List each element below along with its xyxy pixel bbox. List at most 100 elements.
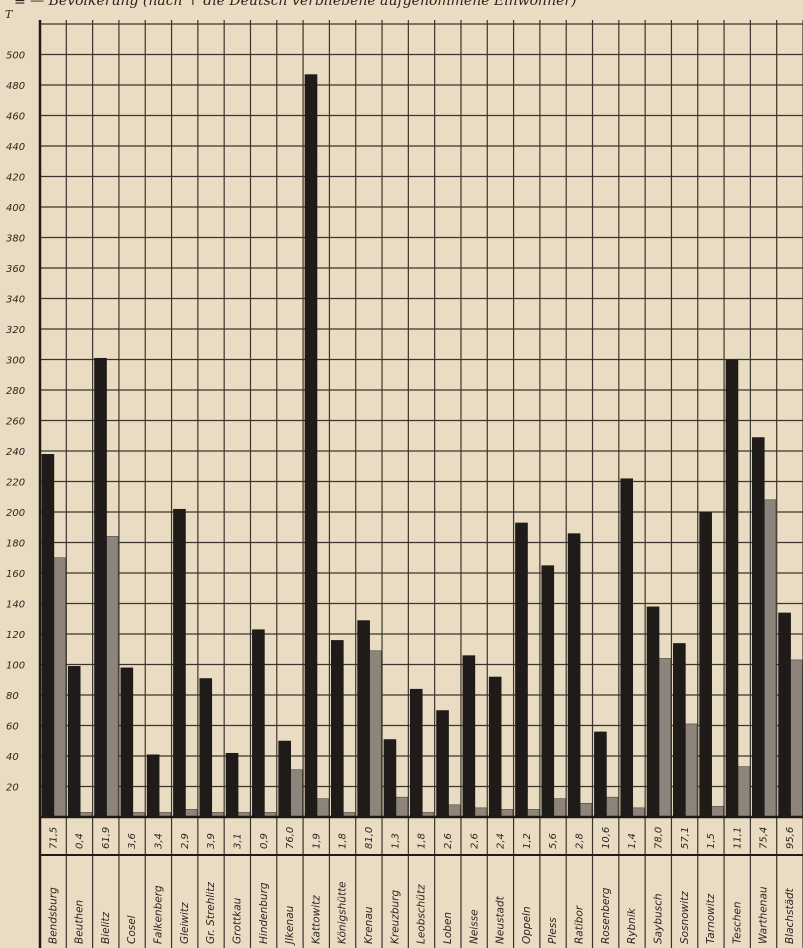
category-label: Tarnowitz	[705, 893, 717, 944]
axes	[38, 20, 803, 948]
y-axis-tick-labels: 500 480 460 440 420 400 380 360 340 320 300 280 260 2…	[6, 50, 25, 793]
bar-primary	[304, 74, 318, 817]
y-axis-unit-label: T	[5, 8, 13, 21]
y-tick-label: 300	[6, 355, 25, 366]
bar-primary	[146, 754, 160, 817]
bar-primary	[278, 740, 292, 817]
y-tick-label: 20	[6, 782, 19, 793]
percent-label: 95,6	[785, 827, 796, 849]
category-label: Neustadt	[495, 895, 507, 944]
bar-primary	[330, 640, 344, 817]
category-label: Jlkenau	[284, 905, 296, 946]
y-tick-label: 100	[6, 660, 25, 671]
category-label: Kreuzburg	[389, 890, 401, 944]
category-label: Bielitz	[100, 911, 112, 944]
percent-label: 2,9	[180, 833, 191, 849]
percent-label: 10,6	[601, 827, 612, 849]
percent-label: 1,5	[706, 833, 717, 849]
bar-primary	[120, 667, 134, 817]
y-tick-label: 420	[6, 172, 25, 183]
category-label: Grottkau	[231, 897, 243, 944]
category-label: Teschen	[731, 901, 743, 944]
y-tick-label: 40	[6, 752, 19, 763]
percent-label: 0,4	[75, 833, 86, 849]
y-tick-label: 260	[6, 416, 25, 427]
bar-primary	[646, 606, 660, 817]
percent-label: 1,3	[390, 833, 401, 849]
y-tick-label: 340	[6, 294, 25, 305]
bar-primary	[225, 752, 239, 817]
bar-primary	[436, 710, 449, 817]
bar-primary	[673, 643, 686, 817]
bar-primary	[67, 666, 81, 817]
category-label: Ratibor	[574, 905, 586, 944]
category-label: Warthenau	[758, 886, 770, 944]
bar-primary	[515, 522, 528, 817]
percent-label: 61,9	[101, 827, 112, 849]
category-label: Rybnik	[626, 907, 638, 944]
percent-label: 1,2	[522, 833, 533, 849]
category-label: Neisse	[468, 909, 480, 944]
category-labels: Bendsburg Beuthen Bielitz Cosel Falkenberg Gl…	[47, 881, 796, 946]
category-label: Rosenberg	[600, 887, 612, 944]
bar-primary	[725, 359, 739, 817]
y-tick-label: 460	[6, 111, 25, 122]
bar-primary	[173, 508, 186, 817]
y-tick-label: 160	[6, 569, 25, 580]
category-label: Sosnowitz	[679, 891, 691, 944]
category-label: Leobschütz	[416, 884, 428, 944]
percent-label: 3,1	[232, 833, 243, 849]
bar-primary	[488, 676, 502, 817]
bar-primary	[252, 629, 265, 817]
bar-primary	[778, 612, 791, 817]
bar-primary	[383, 739, 397, 817]
bars	[41, 74, 803, 818]
category-label: Oppeln	[521, 906, 533, 944]
percent-label: 81,0	[364, 827, 375, 849]
percent-label: 2,4	[496, 833, 507, 849]
y-tick-label: 220	[6, 477, 25, 488]
percent-label: 11,1	[732, 827, 743, 849]
y-tick-label: 200	[6, 508, 25, 519]
y-tick-label: 180	[6, 538, 25, 549]
y-tick-label: 400	[6, 203, 25, 214]
bar-primary	[94, 357, 107, 817]
percent-label: 2,6	[443, 833, 454, 849]
y-tick-label: 80	[6, 691, 19, 702]
percent-label: 3,6	[127, 833, 138, 849]
y-tick-label: 380	[6, 233, 25, 244]
category-label: Hindenburg	[258, 882, 270, 944]
bar-primary	[462, 655, 476, 817]
y-tick-label: 60	[6, 721, 19, 732]
bar-primary	[41, 454, 55, 817]
y-tick-label: 440	[6, 142, 25, 153]
bar-primary	[357, 620, 370, 817]
bar-primary	[199, 678, 213, 817]
category-label: Königshütte	[337, 881, 349, 944]
percent-label: 1,8	[417, 833, 428, 849]
bar-primary	[751, 437, 765, 817]
category-label: Cosel	[126, 915, 138, 944]
percent-label: 2,6	[469, 833, 480, 849]
chart-title: ≡ — Bevölkerung (nach ↑ die Deutsch verb…	[14, 0, 577, 9]
percent-label: 75,4	[759, 827, 770, 849]
bar-primary	[620, 478, 634, 817]
percent-label: 5,6	[548, 833, 559, 849]
percent-label: 1,8	[338, 833, 349, 849]
y-tick-label: 120	[6, 630, 25, 641]
percent-label: 71,5	[48, 827, 59, 849]
y-tick-label: 500	[6, 50, 25, 61]
y-tick-label: 320	[6, 325, 25, 336]
percent-label: 1,9	[311, 833, 322, 849]
percent-label: 76,0	[285, 827, 296, 849]
percent-labels: 71,5 0,4 61,9 3,6 3,4 2,9 3,9 3,1 0,9 76,0 1,9 1,8 8…	[48, 827, 796, 849]
category-label: Blachstädt	[784, 887, 796, 944]
percent-label: 3,9	[206, 833, 217, 849]
chart-grid	[39, 20, 803, 948]
category-label: Loben	[442, 912, 454, 944]
category-label: Gr. Strehlitz	[205, 882, 217, 944]
category-label: Kattowitz	[310, 895, 322, 944]
y-tick-label: 280	[6, 386, 25, 397]
y-tick-label: 240	[6, 447, 25, 458]
